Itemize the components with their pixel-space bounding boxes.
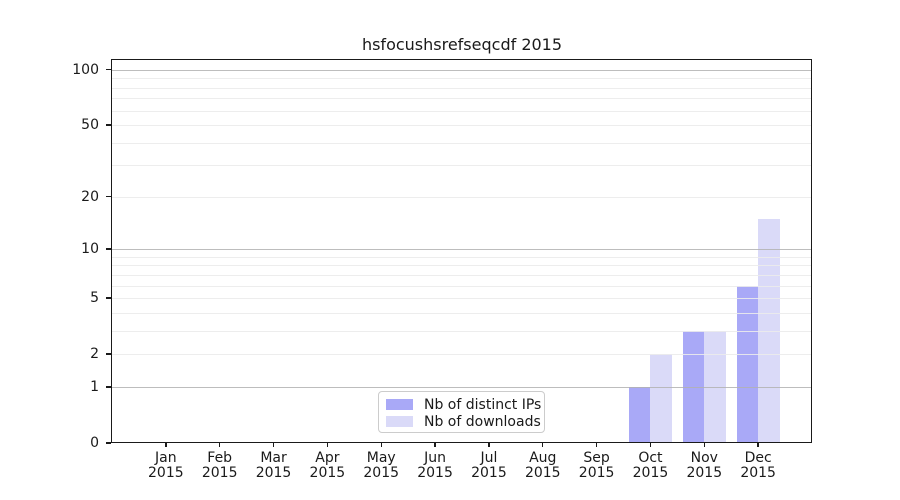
gridline-minor-4: [112, 312, 812, 314]
y-tick-mark-2: [106, 353, 111, 355]
gridline-minor-5: [112, 298, 812, 300]
gridline-minor-80: [112, 87, 812, 89]
y-tick-mark-50: [106, 124, 111, 126]
y-tick-label-100: 100: [72, 61, 99, 78]
legend-label-distinct-ips: Nb of distinct IPs: [424, 396, 542, 413]
x-tick-mark-feb: [218, 443, 221, 447]
y-tick-mark-10: [106, 248, 111, 250]
gridline-minor-7: [112, 274, 812, 276]
legend-swatch-distinct-ips: [386, 399, 413, 410]
y-tick-mark-5: [106, 297, 111, 299]
x-tick-label-apr: Apr 2015: [309, 450, 346, 481]
x-tick-mark-jan: [165, 443, 167, 447]
legend: Nb of distinct IPs Nb of downloads: [378, 391, 545, 433]
bar-oct-s1: [650, 354, 672, 443]
gridline-minor-9: [112, 256, 812, 258]
gridline-major-1: [112, 386, 812, 388]
y-tick-label-0: 0: [90, 435, 99, 451]
y-tick-mark-0: [106, 442, 111, 444]
legend-item-distinct-ips: Nb of distinct IPs: [386, 396, 544, 413]
gridline-minor-60: [112, 110, 812, 112]
y-tick-mark-20: [106, 196, 111, 198]
x-tick-mark-jun: [434, 443, 436, 447]
y-tick-label-20: 20: [81, 188, 99, 205]
x-tick-label-jun: Jun 2015: [417, 450, 453, 481]
y-tick-label-10: 10: [81, 241, 99, 258]
x-tick-label-aug: Aug 2015: [524, 450, 561, 481]
gridline-minor-30: [112, 165, 812, 167]
y-tick-label-50: 50: [81, 117, 99, 134]
x-tick-label-jul: Jul 2015: [471, 450, 507, 481]
gridline-minor-2: [112, 354, 812, 356]
x-tick-label-nov: Nov 2015: [686, 450, 723, 481]
x-tick-label-jan: Jan 2015: [148, 450, 184, 481]
x-tick-label-dec: Dec 2015: [740, 450, 776, 481]
x-tick-label-mar: Mar 2015: [255, 450, 292, 481]
chart-title: hsfocushsrefseqcdf 2015: [361, 35, 563, 54]
x-tick-mark-nov: [703, 443, 705, 447]
gridline-minor-40: [112, 142, 812, 144]
x-tick-mark-may: [380, 443, 382, 447]
x-tick-label-may: May 2015: [363, 450, 400, 481]
y-tick-label-5: 5: [90, 290, 99, 307]
y-tick-mark-100: [106, 69, 111, 71]
x-tick-mark-apr: [326, 443, 329, 447]
x-tick-mark-jul: [488, 443, 490, 447]
x-tick-mark-mar: [272, 443, 275, 447]
legend-label-downloads: Nb of downloads: [424, 413, 541, 430]
gridline-minor-3: [112, 330, 812, 332]
y-tick-label-1: 1: [90, 378, 99, 395]
gridline-major-100: [112, 69, 812, 71]
x-tick-mark-oct: [649, 443, 652, 447]
bar-oct-s0: [628, 386, 651, 443]
legend-swatch-downloads: [386, 416, 413, 427]
y-tick-label-2: 2: [90, 346, 99, 363]
x-tick-mark-sep: [595, 443, 598, 447]
x-tick-mark-aug: [542, 443, 544, 447]
gridline-minor-50: [112, 125, 812, 127]
plot-border: [111, 59, 812, 443]
gridline-minor-90: [112, 78, 812, 80]
x-tick-label-sep: Sep 2015: [578, 450, 615, 481]
gridline-minor-70: [112, 98, 812, 100]
legend-item-downloads: Nb of downloads: [386, 413, 544, 430]
gridline-minor-20: [112, 196, 812, 198]
gridline-minor-6: [112, 285, 812, 287]
x-tick-label-feb: Feb 2015: [201, 450, 238, 481]
gridline-major-10: [112, 249, 812, 251]
x-tick-mark-dec: [757, 443, 759, 447]
y-tick-mark-1: [106, 386, 111, 388]
gridline-minor-8: [112, 265, 812, 267]
bar-dec-s0: [736, 285, 759, 443]
x-tick-label-oct: Oct 2015: [632, 450, 669, 481]
